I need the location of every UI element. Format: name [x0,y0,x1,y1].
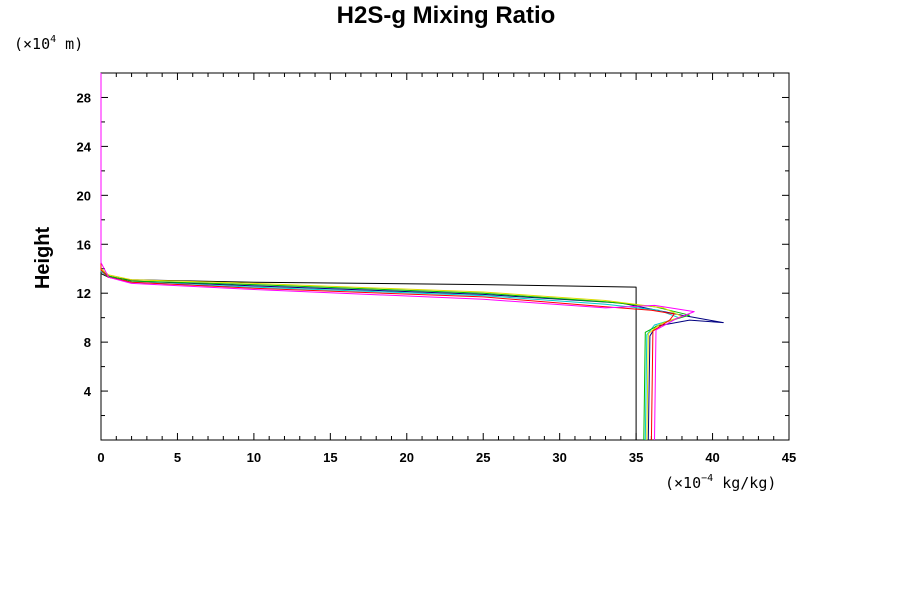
series-lines [100,73,724,441]
y-tick-label: 20 [77,188,91,203]
y-axis-label: Height [32,227,54,290]
series-line-7 [100,73,695,441]
y-tick-label: 12 [77,286,91,301]
series-line-3 [100,73,680,441]
x-tick-label: 45 [782,450,796,465]
series-line-6 [100,73,675,441]
chart-title: H2S-g Mixing Ratio [337,2,556,29]
y-tick-label: 8 [84,335,91,350]
y-axis-unit: (×104 m) [14,34,83,53]
y-axis: 4 8 12 16 20 24 28 [77,90,789,417]
series-line-2 [100,73,724,441]
series-line-1 [100,73,637,440]
x-tick-label: 30 [552,450,566,465]
x-tick-label: 25 [476,450,490,465]
series-line-5 [100,73,683,441]
y-tick-label: 28 [77,90,91,105]
x-tick-label: 40 [705,450,719,465]
plot-frame [100,72,790,441]
y-tick-label: 24 [77,139,92,154]
y-tick-label: 16 [77,237,91,252]
y-tick-label: 4 [84,384,92,399]
x-tick-label: 35 [629,450,643,465]
x-axis: 0 5 10 15 20 25 30 35 40 45 [97,73,796,465]
x-tick-label: 20 [400,450,414,465]
x-tick-label: 5 [174,450,181,465]
x-axis-unit: (×10−4 kg/kg) [665,473,776,492]
series-line-4 [100,73,691,441]
x-tick-label: 10 [247,450,261,465]
x-tick-label: 0 [97,450,104,465]
x-tick-label: 15 [323,450,337,465]
